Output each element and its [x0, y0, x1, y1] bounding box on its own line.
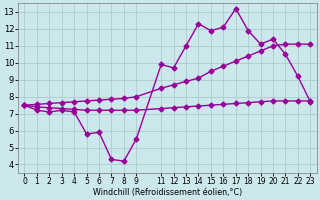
X-axis label: Windchill (Refroidissement éolien,°C): Windchill (Refroidissement éolien,°C)	[93, 188, 242, 197]
